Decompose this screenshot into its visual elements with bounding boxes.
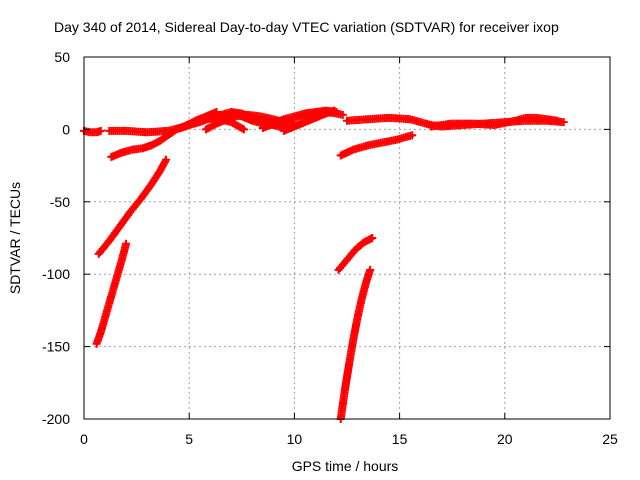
- x-tick-labels: 0 5 10 15 20 25: [80, 431, 618, 447]
- data-point: [408, 131, 417, 140]
- plot-area: [83, 56, 611, 420]
- data-point: [366, 265, 375, 274]
- y-axis-label: SDTVAR / TECUs: [7, 182, 23, 294]
- series-arc-7: [279, 106, 339, 135]
- data-point: [559, 118, 568, 127]
- data-point: [553, 116, 562, 125]
- series-arc-13: [336, 131, 417, 160]
- series-arc-10: [92, 239, 131, 348]
- y-tick-label: -150: [42, 339, 70, 355]
- x-tick-label: 10: [287, 431, 303, 447]
- x-axis-label: GPS time / hours: [292, 458, 399, 474]
- data-point: [338, 110, 347, 119]
- data-markers: [80, 106, 568, 423]
- series-arc-9: [94, 155, 171, 258]
- series-arc-15: [427, 113, 562, 131]
- x-tick-label: 0: [80, 431, 88, 447]
- axis-ticks: [83, 56, 611, 420]
- y-tick-label: 50: [54, 49, 70, 65]
- y-tick-label: -200: [42, 411, 70, 427]
- x-tick-label: 25: [602, 431, 618, 447]
- data-point: [239, 125, 248, 134]
- data-point: [96, 126, 105, 135]
- x-tick-label: 20: [497, 431, 513, 447]
- y-tick-label: -100: [42, 266, 70, 282]
- x-tick-label: 5: [185, 431, 193, 447]
- series-arc-5: [202, 110, 299, 134]
- y-tick-label: 0: [62, 121, 70, 137]
- series-arc-12: [336, 265, 375, 423]
- series-arc-11: [334, 234, 377, 274]
- data-point: [122, 239, 131, 248]
- y-tick-labels: -200 -150 -100 -50 0 50: [42, 49, 70, 427]
- series-arc-8: [258, 108, 347, 132]
- y-tick-label: -50: [50, 194, 70, 210]
- data-point: [368, 234, 377, 242]
- x-tick-label: 15: [392, 431, 408, 447]
- data-point: [162, 155, 171, 164]
- chart-title: Day 340 of 2014, Sidereal Day-to-day VTE…: [54, 19, 559, 35]
